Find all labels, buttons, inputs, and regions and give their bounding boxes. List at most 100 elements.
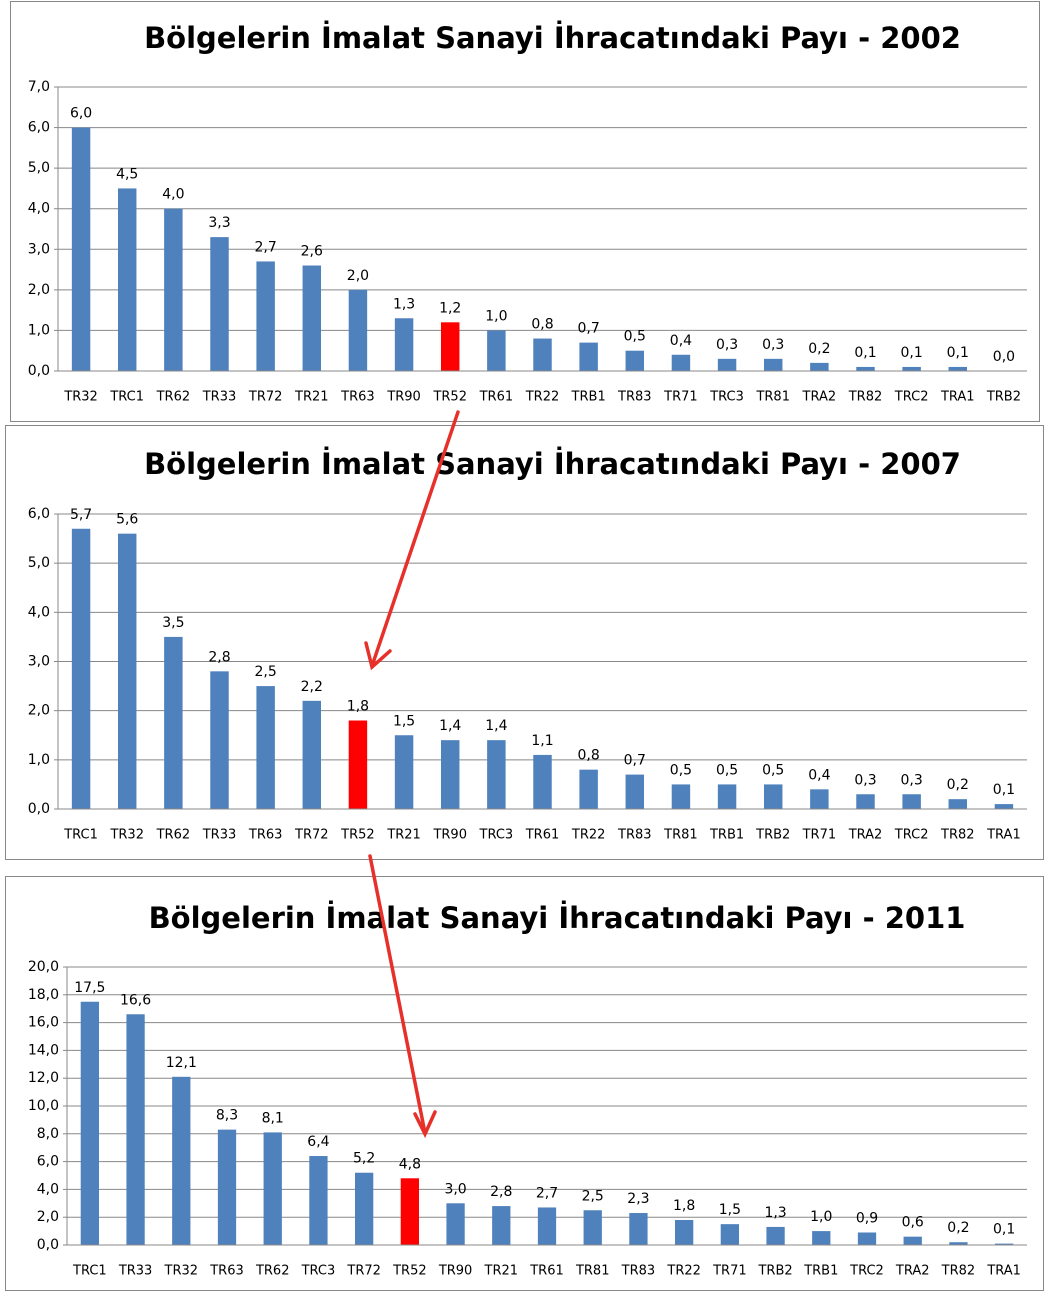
value-label: 12,1 <box>166 1055 197 1071</box>
value-label: 6,4 <box>307 1134 329 1150</box>
x-tick-label: TRC3 <box>479 828 514 843</box>
x-tick-label: TR81 <box>575 1264 610 1279</box>
x-tick-label: TR21 <box>484 1264 519 1279</box>
x-tick-label: TR22 <box>571 828 606 843</box>
value-label: 1,0 <box>810 1209 832 1225</box>
value-label: 1,8 <box>347 699 369 715</box>
bar <box>579 769 598 809</box>
value-label: 8,1 <box>262 1110 284 1126</box>
arrows <box>364 410 460 1139</box>
value-label: 2,8 <box>490 1184 512 1200</box>
bar <box>172 1076 191 1245</box>
bar <box>948 366 968 371</box>
value-label: 0,3 <box>854 772 876 788</box>
x-tick-label: TR32 <box>63 390 98 405</box>
x-tick-label: TR72 <box>346 1264 381 1279</box>
bar <box>856 794 875 809</box>
bar <box>302 265 322 371</box>
bar <box>629 1213 648 1245</box>
value-label: 0,5 <box>624 329 646 345</box>
x-tick-label: TR32 <box>164 1264 199 1279</box>
bar <box>487 740 506 809</box>
bar <box>164 208 183 371</box>
bar <box>902 366 921 371</box>
bar <box>625 774 645 809</box>
x-tick-label: TRB1 <box>571 390 606 405</box>
x-tick-label: TR63 <box>248 828 283 843</box>
bar <box>348 720 368 809</box>
y-tick-label: 5,0 <box>28 160 50 176</box>
x-tick-label: TR63 <box>209 1264 244 1279</box>
value-label: 0,1 <box>993 1222 1015 1238</box>
value-label: 1,4 <box>439 718 461 734</box>
y-tick-label: 4,0 <box>28 201 50 217</box>
bar <box>995 1243 1014 1245</box>
y-tick-label: 0,0 <box>28 363 50 379</box>
value-label: 0,3 <box>762 337 784 353</box>
y-tick-label: 2,0 <box>37 1209 59 1225</box>
value-label: 2,7 <box>536 1185 558 1201</box>
value-label: 1,5 <box>719 1202 741 1218</box>
value-label: 0,2 <box>808 341 830 357</box>
value-label: 6,0 <box>70 106 92 122</box>
y-tick-label: 6,0 <box>28 506 50 522</box>
bar <box>902 794 921 809</box>
bar <box>994 804 1014 809</box>
value-label: 4,5 <box>116 166 138 182</box>
value-label: 5,2 <box>353 1151 375 1167</box>
x-tick-label: TR71 <box>663 390 698 405</box>
x-tick-label: TR71 <box>712 1264 747 1279</box>
arrow <box>370 410 460 668</box>
bar <box>164 636 183 809</box>
value-label: 1,1 <box>531 733 553 749</box>
bar <box>440 740 460 809</box>
value-label: 2,5 <box>582 1188 604 1204</box>
x-tick-label: TRA1 <box>986 828 1021 843</box>
chart-title: Bölgelerin İmalat Sanayi İhracatındaki P… <box>144 447 961 481</box>
bar <box>671 784 691 809</box>
value-label: 0,4 <box>808 767 830 783</box>
value-label: 1,0 <box>485 308 507 324</box>
value-label: 2,3 <box>627 1191 649 1207</box>
chart-title: Bölgelerin İmalat Sanayi İhracatındaki P… <box>149 901 966 935</box>
bar <box>400 1178 419 1245</box>
value-label: 0,1 <box>993 782 1015 798</box>
value-label: 0,5 <box>762 762 784 778</box>
y-tick-label: 6,0 <box>28 120 50 136</box>
y-tick-label: 20,0 <box>28 959 59 975</box>
x-tick-label: TR62 <box>255 1264 290 1279</box>
x-tick-label: TRC3 <box>301 1264 336 1279</box>
x-tick-label: TR71 <box>802 828 837 843</box>
bar <box>309 1156 328 1245</box>
bar <box>210 671 229 809</box>
value-label: 8,3 <box>216 1108 238 1124</box>
value-label: 1,8 <box>673 1198 695 1214</box>
x-tick-label: TRB2 <box>757 1264 792 1279</box>
arrow-head <box>413 1110 437 1139</box>
value-label: 0,2 <box>947 1220 969 1236</box>
x-tick-label: TR90 <box>386 390 421 405</box>
y-tick-label: 6,0 <box>37 1154 59 1170</box>
bar <box>117 188 137 371</box>
value-label: 17,5 <box>74 980 105 996</box>
bar <box>579 342 598 371</box>
bar <box>857 1232 877 1245</box>
x-tick-label: TRC2 <box>894 390 929 405</box>
y-tick-label: 8,0 <box>37 1126 59 1142</box>
x-tick-label: TR52 <box>432 390 467 405</box>
y-tick-label: 0,0 <box>37 1237 59 1253</box>
bar <box>766 1226 785 1245</box>
bar <box>903 1236 922 1245</box>
x-tick-label: TR82 <box>940 828 975 843</box>
bar <box>625 350 645 371</box>
value-label: 0,0 <box>993 349 1015 365</box>
value-label: 4,0 <box>162 187 184 203</box>
value-label: 0,7 <box>624 753 646 769</box>
value-label: 1,5 <box>393 713 415 729</box>
value-label: 0,7 <box>578 321 600 337</box>
value-label: 1,2 <box>439 300 461 316</box>
x-tick-label: TR82 <box>941 1264 976 1279</box>
value-label: 3,5 <box>162 615 184 631</box>
value-label: 0,3 <box>901 772 923 788</box>
